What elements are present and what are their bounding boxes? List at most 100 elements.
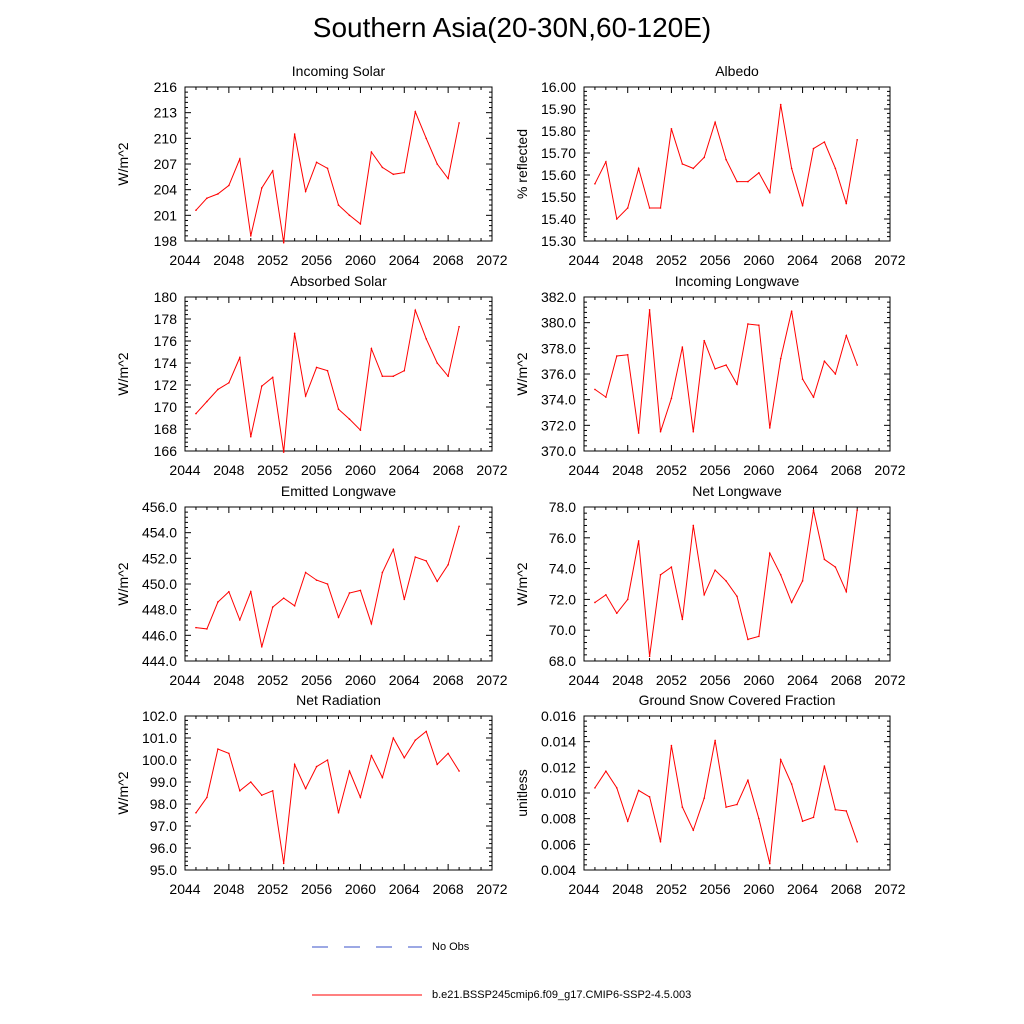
x-tick-label: 2060 (345, 252, 376, 268)
data-point (239, 356, 241, 359)
y-tick-label: 216 (154, 79, 178, 95)
plot-frame (583, 506, 891, 662)
data-point (414, 111, 417, 113)
data-point (304, 190, 307, 193)
x-tick-label: 2056 (301, 881, 332, 897)
x-tick-label: 2072 (476, 672, 507, 688)
panel-title: Incoming Longwave (675, 273, 800, 289)
y-tick-label: 96.0 (150, 840, 177, 856)
data-point (823, 558, 826, 561)
data-point (447, 752, 449, 755)
y-tick-label: 15.40 (541, 211, 576, 227)
data-point (845, 810, 848, 812)
data-point (348, 770, 351, 772)
data-point (206, 400, 208, 403)
legend-model-label: b.e21.BSSP245cmip6.f09_g17.CMIP6-SSP2-4.… (432, 989, 692, 1001)
series-line (195, 730, 460, 864)
data-point (714, 739, 716, 742)
plot-frame (184, 715, 493, 871)
data-point (217, 193, 219, 195)
panel-title: Absorbed Solar (290, 273, 387, 289)
data-point (812, 816, 815, 819)
x-tick-label: 2072 (874, 462, 905, 478)
series-line (195, 110, 460, 243)
plot-frame (583, 715, 891, 871)
data-point (834, 373, 837, 375)
x-tick-label: 2052 (257, 881, 288, 897)
series-line (594, 740, 858, 864)
panel-emitted-longwave: Emitted Longwave W/m^2 2044 2048 2052 2056 206… (115, 483, 508, 688)
data-point (370, 622, 373, 625)
data-point (692, 524, 695, 527)
data-point (326, 369, 329, 372)
x-tick-label: 2044 (568, 672, 599, 688)
x-tick-label: 2072 (874, 881, 905, 897)
y-tick-label: 456.0 (142, 499, 177, 515)
data-point (856, 840, 859, 843)
data-point (670, 128, 673, 130)
x-tick-label: 2072 (476, 462, 507, 478)
y-tick-label: 176 (154, 333, 178, 349)
x-tick-label: 2060 (345, 672, 376, 688)
data-point (381, 571, 384, 574)
y-tick-label: 444.0 (142, 653, 177, 669)
data-point (681, 163, 684, 165)
data-point (594, 787, 596, 789)
data-point (304, 571, 307, 574)
data-point (370, 347, 373, 350)
x-tick-label: 2044 (169, 881, 200, 897)
data-point (359, 589, 362, 592)
data-point (425, 730, 428, 733)
plot-frame (583, 86, 891, 242)
data-point (703, 339, 706, 342)
x-tick-label: 2052 (656, 252, 687, 268)
x-tick-label: 2044 (169, 462, 200, 478)
data-point (271, 376, 274, 379)
data-point (392, 548, 395, 551)
data-point (725, 364, 727, 366)
y-tick-label: 372.0 (541, 417, 576, 433)
y-tick-label: 454.0 (142, 525, 177, 541)
data-point (790, 310, 793, 312)
y-tick-label: 174 (154, 355, 178, 371)
data-point (659, 430, 662, 433)
data-point (637, 167, 640, 170)
y-tick-label: 0.008 (541, 811, 576, 827)
series-line (594, 509, 858, 657)
data-point (758, 324, 760, 327)
data-point (239, 790, 241, 792)
data-point (714, 368, 716, 370)
data-point (249, 435, 252, 438)
data-point (359, 429, 362, 431)
y-tick-label: 97.0 (150, 818, 177, 834)
series-line (195, 526, 460, 648)
y-tick-label: 376.0 (541, 366, 576, 382)
data-point (823, 765, 826, 767)
y-tick-label: 201 (154, 207, 178, 223)
data-point (659, 573, 662, 576)
legend-obs: No Obs (312, 941, 469, 953)
y-tick-label: 0.016 (541, 708, 576, 724)
data-point (447, 563, 449, 566)
data-point (790, 601, 793, 604)
x-tick-label: 2048 (213, 462, 244, 478)
y-tick-label: 450.0 (142, 576, 177, 592)
data-point (458, 122, 460, 124)
y-tick-label: 0.004 (541, 862, 576, 878)
data-point (605, 593, 607, 596)
data-point (206, 628, 208, 630)
y-tick-label: 180 (154, 289, 178, 305)
x-tick-label: 2068 (831, 881, 862, 897)
x-tick-label: 2068 (433, 462, 464, 478)
y-tick-label: 98.0 (150, 796, 177, 812)
x-tick-label: 2044 (568, 881, 599, 897)
y-tick-label: 15.60 (541, 167, 576, 183)
x-tick-label: 2056 (301, 252, 332, 268)
x-tick-label: 2072 (874, 252, 905, 268)
data-point (594, 601, 596, 604)
data-point (845, 334, 848, 337)
data-point (282, 451, 285, 453)
data-point (195, 626, 197, 629)
data-point (801, 820, 804, 823)
x-tick-label: 2048 (213, 881, 244, 897)
